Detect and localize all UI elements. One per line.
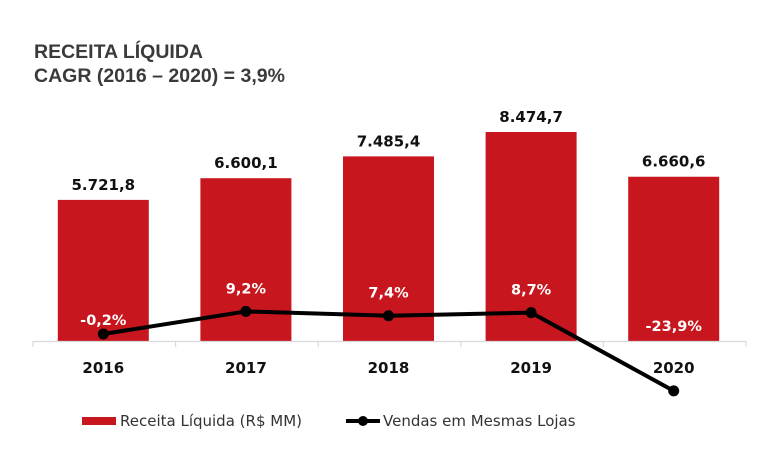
- legend-item-vendas: Vendas em Mesmas Lojas: [346, 412, 576, 430]
- line-value-label: -0,2%: [80, 313, 127, 329]
- x-tick-label: 2018: [368, 359, 410, 377]
- line-point-2019: [525, 307, 537, 319]
- legend-line-marker-icon: [346, 414, 380, 428]
- bar-2016: [57, 199, 149, 341]
- legend-bar-swatch-icon: [82, 417, 116, 425]
- line-value-label: 8,7%: [511, 283, 552, 299]
- bar-value-label: 7.485,4: [357, 132, 421, 150]
- x-axis: 2016 2017 2018 2019 2020: [32, 340, 747, 377]
- bar-2019: [485, 132, 577, 341]
- legend-label-vendas: Vendas em Mesmas Lojas: [383, 412, 576, 430]
- line-value-label: -23,9%: [646, 319, 703, 335]
- line-point-2018: [383, 310, 394, 322]
- line-value-label: 9,2%: [226, 281, 267, 297]
- legend: Receita Líquida (R$ MM) Vendas em Mesmas…: [82, 412, 620, 430]
- chart-title-cagr: CAGR (2016 – 2020) = 3,9%: [34, 65, 285, 87]
- legend-label-receita: Receita Líquida (R$ MM): [120, 412, 302, 430]
- chart-title-line1: RECEITA LÍQUIDA: [34, 41, 203, 63]
- line-point-2017: [240, 305, 252, 317]
- line-point-2020: [668, 385, 680, 397]
- line-point-2016: [97, 328, 109, 340]
- bar-value-label: 8.474,7: [499, 108, 563, 126]
- bar-value-label: 6.660,6: [642, 153, 706, 171]
- line-value-label: 7,4%: [368, 286, 409, 302]
- data-labels: 5.721,8 6.600,1 7.485,4 8.474,7 6.660,6 -0,2%…: [72, 108, 706, 335]
- line-series: [97, 305, 680, 397]
- chart-title: RECEITA LÍQUIDA CAGR (2016 – 2020) = 3,9…: [34, 40, 285, 88]
- bar-value-label: 6.600,1: [214, 154, 278, 172]
- x-tick-label: 2019: [510, 359, 552, 377]
- x-tick-label: 2017: [225, 359, 267, 377]
- bar-2018: [343, 156, 434, 341]
- x-tick-label: 2016: [82, 359, 124, 377]
- x-tick-label: 2020: [653, 359, 695, 377]
- bar-series: [57, 132, 720, 341]
- bar-2020: [628, 176, 720, 341]
- legend-item-receita: Receita Líquida (R$ MM): [82, 412, 302, 430]
- bar-value-label: 5.721,8: [72, 176, 136, 194]
